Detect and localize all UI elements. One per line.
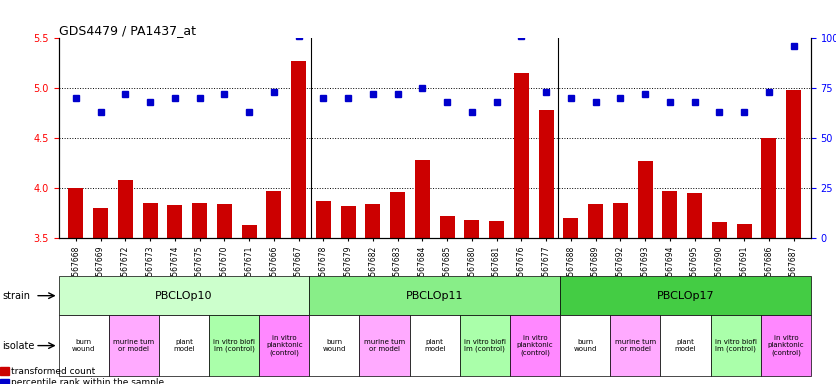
Text: isolate: isolate xyxy=(3,341,35,351)
Bar xyxy=(440,216,455,384)
Bar xyxy=(762,138,777,384)
Bar xyxy=(69,188,84,384)
FancyBboxPatch shape xyxy=(59,315,109,376)
Bar xyxy=(465,220,479,384)
FancyBboxPatch shape xyxy=(59,276,309,315)
Bar xyxy=(489,221,504,384)
FancyBboxPatch shape xyxy=(159,315,209,376)
FancyBboxPatch shape xyxy=(109,315,159,376)
FancyBboxPatch shape xyxy=(460,315,510,376)
Bar xyxy=(242,225,257,384)
Bar xyxy=(712,222,726,384)
FancyBboxPatch shape xyxy=(259,315,309,376)
Text: in vitro biofi
lm (control): in vitro biofi lm (control) xyxy=(464,339,506,353)
FancyBboxPatch shape xyxy=(410,315,460,376)
Bar xyxy=(0,367,9,375)
Bar xyxy=(415,160,430,384)
FancyBboxPatch shape xyxy=(309,276,560,315)
FancyBboxPatch shape xyxy=(610,315,660,376)
Text: plant
model: plant model xyxy=(424,339,446,352)
FancyBboxPatch shape xyxy=(209,315,259,376)
Bar xyxy=(514,73,528,384)
Bar xyxy=(737,224,752,384)
FancyBboxPatch shape xyxy=(660,315,711,376)
Text: in vitro
planktonic
(control): in vitro planktonic (control) xyxy=(767,335,804,356)
Bar xyxy=(0,379,9,384)
Bar xyxy=(340,206,355,384)
Bar xyxy=(613,203,628,384)
Text: murine tum
or model: murine tum or model xyxy=(364,339,405,352)
Bar xyxy=(267,191,281,384)
FancyBboxPatch shape xyxy=(510,315,560,376)
Text: murine tum
or model: murine tum or model xyxy=(614,339,656,352)
Bar xyxy=(167,205,182,384)
Text: burn
wound: burn wound xyxy=(573,339,597,352)
Bar xyxy=(291,61,306,384)
FancyBboxPatch shape xyxy=(359,315,410,376)
Text: in vitro
planktonic
(control): in vitro planktonic (control) xyxy=(266,335,303,356)
Bar xyxy=(589,204,603,384)
Text: GDS4479 / PA1437_at: GDS4479 / PA1437_at xyxy=(59,24,196,37)
Text: burn
wound: burn wound xyxy=(72,339,95,352)
Text: murine tum
or model: murine tum or model xyxy=(113,339,155,352)
Bar xyxy=(390,192,405,384)
Bar xyxy=(365,204,380,384)
Bar xyxy=(563,218,579,384)
Bar xyxy=(93,208,108,384)
Bar xyxy=(786,90,801,384)
Bar xyxy=(217,204,232,384)
Text: burn
wound: burn wound xyxy=(323,339,346,352)
Bar xyxy=(143,203,157,384)
Text: in vitro
planktonic
(control): in vitro planktonic (control) xyxy=(517,335,553,356)
FancyBboxPatch shape xyxy=(711,315,761,376)
Text: plant
model: plant model xyxy=(173,339,195,352)
FancyBboxPatch shape xyxy=(761,315,811,376)
Bar xyxy=(687,193,702,384)
Text: PBCLOp10: PBCLOp10 xyxy=(155,291,212,301)
Text: in vitro biofi
lm (control): in vitro biofi lm (control) xyxy=(213,339,255,353)
FancyBboxPatch shape xyxy=(309,315,359,376)
Text: PBCLOp17: PBCLOp17 xyxy=(657,291,714,301)
Text: PBCLOp11: PBCLOp11 xyxy=(406,291,463,301)
Text: plant
model: plant model xyxy=(675,339,696,352)
Bar xyxy=(538,110,553,384)
Text: transformed count: transformed count xyxy=(12,367,95,376)
Bar xyxy=(118,180,133,384)
Text: in vitro biofi
lm (control): in vitro biofi lm (control) xyxy=(715,339,757,353)
Bar xyxy=(662,191,677,384)
Text: percentile rank within the sample: percentile rank within the sample xyxy=(12,378,165,384)
Bar xyxy=(638,161,653,384)
FancyBboxPatch shape xyxy=(560,276,811,315)
FancyBboxPatch shape xyxy=(560,315,610,376)
Text: strain: strain xyxy=(3,291,30,301)
Bar xyxy=(316,201,331,384)
Bar xyxy=(192,203,207,384)
